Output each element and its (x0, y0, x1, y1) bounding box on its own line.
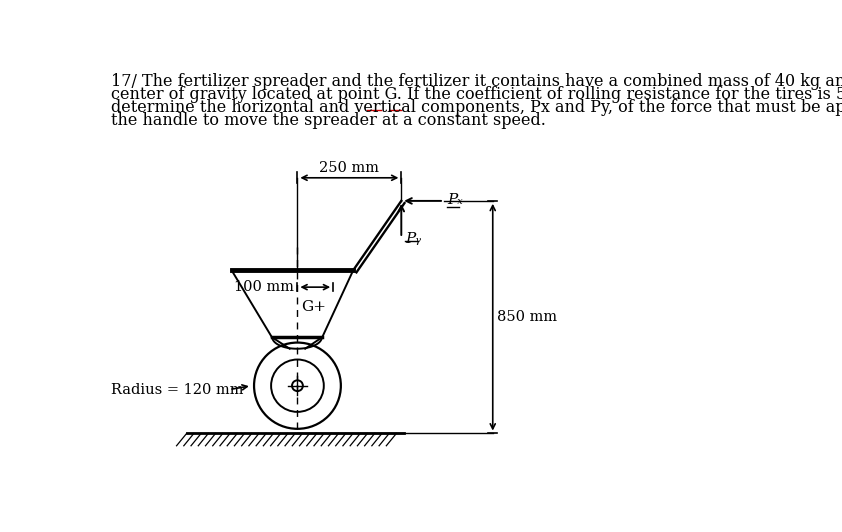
Text: determine the horizontal and vertical components, Px and Py, of the force that m: determine the horizontal and vertical co… (111, 99, 842, 117)
Text: Pᵧ: Pᵧ (405, 232, 421, 246)
Text: 250 mm: 250 mm (319, 161, 380, 174)
Text: 100 mm: 100 mm (233, 280, 294, 294)
Text: 17/ The fertilizer spreader and the fertilizer it contains have a combined mass : 17/ The fertilizer spreader and the fert… (111, 73, 842, 90)
Text: Radius = 120 mm: Radius = 120 mm (111, 383, 244, 396)
Text: the handle to move the spreader at a constant speed.: the handle to move the spreader at a con… (111, 112, 546, 129)
Text: 850 mm: 850 mm (498, 310, 557, 324)
Text: G+: G+ (301, 300, 327, 314)
Text: center of gravity located at point G. If the coefficient of rolling resistance f: center of gravity located at point G. If… (111, 86, 842, 103)
Circle shape (292, 380, 303, 391)
Text: Pₓ: Pₓ (447, 193, 462, 207)
